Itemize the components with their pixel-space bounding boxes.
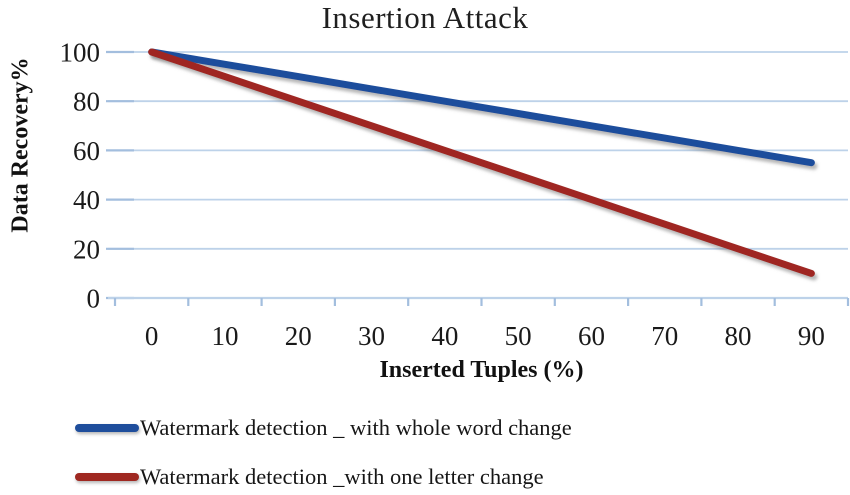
svg-text:0: 0 [87,284,101,314]
svg-text:70: 70 [651,321,678,351]
legend-swatch-red-line-icon [75,473,139,481]
chart-title: Insertion Attack [321,0,529,35]
svg-text:60: 60 [578,321,605,351]
svg-text:10: 10 [211,321,238,351]
svg-text:100: 100 [60,38,101,68]
plot-area: 0 20 40 60 80 100 0 10 20 30 40 50 60 70 80 90 [60,38,850,351]
legend-swatch-blue-line-icon [75,424,139,432]
svg-text:80: 80 [73,87,100,117]
svg-text:20: 20 [285,321,312,351]
legend-label: Watermark detection _ with whole word ch… [140,415,572,440]
legend-item-one-letter: Watermark detection _with one letter cha… [75,461,572,493]
svg-text:50: 50 [505,321,532,351]
legend-label: Watermark detection _with one letter cha… [140,464,544,489]
svg-text:90: 90 [798,321,825,351]
legend: Watermark detection _ with whole word ch… [75,412,572,495]
svg-text:80: 80 [725,321,752,351]
x-axis-title: Inserted Tuples (%) [379,357,584,383]
svg-text:30: 30 [358,321,385,351]
y-axis-title: Data Recovery% [7,57,34,233]
svg-text:0: 0 [145,321,159,351]
svg-text:40: 40 [431,321,458,351]
svg-text:40: 40 [73,185,100,215]
svg-text:60: 60 [73,136,100,166]
svg-text:20: 20 [73,234,100,264]
legend-item-whole-word: Watermark detection _ with whole word ch… [75,412,572,444]
